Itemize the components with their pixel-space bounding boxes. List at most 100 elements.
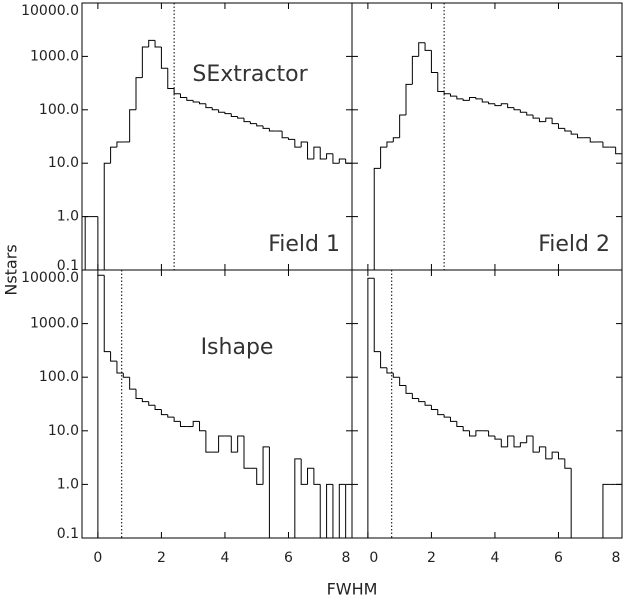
histogram-step bbox=[437, 72, 445, 93]
histogram-step bbox=[332, 153, 340, 164]
histogram-step bbox=[449, 417, 457, 422]
histogram-step bbox=[469, 96, 476, 101]
y-tick-label: 100.0 bbox=[39, 369, 79, 385]
histogram-step bbox=[526, 435, 534, 443]
x-tick-label: 8 bbox=[342, 550, 351, 566]
histogram-step bbox=[475, 97, 483, 100]
histogram-step bbox=[557, 123, 565, 129]
histogram-step bbox=[237, 116, 244, 119]
histogram-step bbox=[557, 452, 565, 460]
histogram-step bbox=[237, 435, 244, 453]
histogram-step bbox=[307, 141, 314, 160]
histogram-step bbox=[262, 446, 270, 485]
histogram-step bbox=[424, 42, 432, 51]
plot-frame bbox=[81, 2, 353, 271]
histogram-step bbox=[122, 372, 130, 378]
histogram-step bbox=[373, 167, 381, 270]
histogram-step bbox=[313, 468, 321, 485]
y-tick-label: 100.0 bbox=[39, 102, 79, 118]
histogram-step bbox=[110, 351, 117, 362]
histogram-step bbox=[481, 98, 489, 103]
histogram-step bbox=[205, 430, 213, 453]
histogram-step bbox=[294, 139, 302, 148]
histogram-step bbox=[268, 446, 276, 539]
x-tick-label: 6 bbox=[554, 550, 563, 566]
histogram-step bbox=[97, 216, 105, 271]
histogram-step bbox=[199, 421, 206, 432]
histogram-step bbox=[192, 100, 200, 103]
histogram-step bbox=[205, 103, 213, 109]
annotation: Field 2 bbox=[538, 232, 610, 257]
y-tick-label: 0.1 bbox=[57, 526, 79, 542]
histogram-step bbox=[418, 398, 426, 403]
histogram-step bbox=[281, 131, 289, 139]
histogram-step bbox=[386, 367, 394, 374]
histogram-step bbox=[110, 146, 117, 164]
annotation: Field 1 bbox=[268, 232, 340, 257]
histogram-step bbox=[462, 98, 470, 101]
histogram-step bbox=[345, 484, 352, 539]
histogram-step bbox=[500, 103, 508, 106]
histogram-step bbox=[167, 68, 175, 90]
histogram-step bbox=[577, 134, 584, 139]
y-tick-label: 10.0 bbox=[48, 423, 79, 439]
histogram-step bbox=[141, 46, 149, 78]
histogram-step bbox=[456, 96, 464, 100]
y-tick-label: 1.0 bbox=[57, 209, 79, 225]
histogram-step bbox=[392, 372, 400, 378]
histogram-step bbox=[173, 417, 181, 422]
y-tick-label: 10000.0 bbox=[21, 3, 79, 19]
histogram-step bbox=[338, 158, 346, 164]
histogram-step bbox=[338, 483, 346, 538]
histogram-step bbox=[300, 458, 308, 485]
y-tick-label: 1000.0 bbox=[30, 316, 79, 332]
histogram-step bbox=[148, 401, 156, 406]
histogram-step bbox=[186, 97, 194, 101]
histogram-step bbox=[615, 483, 623, 538]
histogram-step bbox=[224, 112, 232, 115]
histogram-step bbox=[545, 446, 553, 460]
histogram-step bbox=[380, 146, 387, 169]
histogram-step bbox=[380, 351, 387, 369]
histogram-step bbox=[570, 468, 578, 539]
histogram-step bbox=[173, 88, 181, 95]
histogram-step bbox=[437, 409, 445, 416]
histogram-step bbox=[488, 101, 495, 105]
histogram-step bbox=[507, 103, 514, 109]
histogram-step bbox=[513, 107, 521, 111]
histogram-step bbox=[243, 118, 251, 123]
histogram-step bbox=[313, 146, 321, 159]
histogram-step bbox=[494, 435, 502, 440]
histogram-step bbox=[526, 112, 534, 116]
histogram-step bbox=[443, 414, 451, 418]
histogram-step bbox=[230, 113, 238, 117]
histogram-step bbox=[551, 118, 559, 125]
histogram-step bbox=[399, 377, 406, 387]
histogram-step bbox=[294, 458, 302, 538]
histogram-step bbox=[326, 153, 333, 159]
histogram-step bbox=[148, 39, 156, 47]
histogram-step bbox=[345, 158, 353, 270]
y-tick-label: 10.0 bbox=[48, 155, 79, 171]
histogram-step bbox=[500, 439, 508, 448]
histogram-step bbox=[129, 109, 136, 142]
plot-frame bbox=[81, 269, 353, 539]
histogram-step bbox=[192, 420, 200, 427]
histogram-step bbox=[268, 128, 276, 132]
histogram-step bbox=[332, 484, 340, 539]
histogram-step bbox=[141, 398, 149, 403]
histogram-step bbox=[218, 435, 225, 453]
y-tick-label: 1000.0 bbox=[30, 48, 79, 64]
histogram-step bbox=[449, 93, 457, 97]
y-tick-label: 0.1 bbox=[57, 258, 79, 274]
x-axis-label: FWHM bbox=[327, 580, 378, 599]
histogram-step bbox=[456, 421, 464, 428]
histogram-step bbox=[589, 137, 597, 143]
y-tick-label: 1.0 bbox=[57, 476, 79, 492]
histogram-step bbox=[154, 40, 162, 48]
histogram-step bbox=[262, 125, 270, 129]
histogram-step bbox=[532, 435, 540, 453]
histogram-step bbox=[116, 361, 124, 374]
histogram-step bbox=[538, 118, 546, 123]
plot-frame bbox=[351, 2, 623, 271]
